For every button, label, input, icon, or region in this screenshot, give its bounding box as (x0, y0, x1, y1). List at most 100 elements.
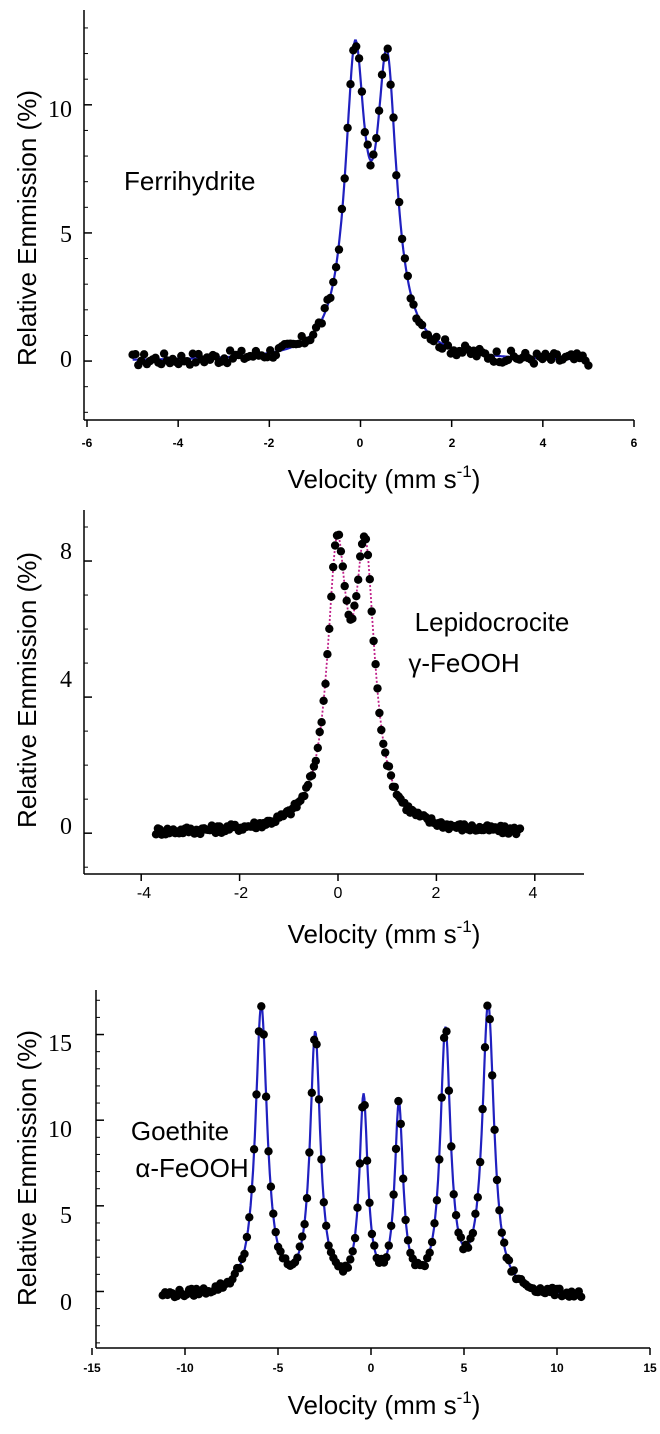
chart-3-annotation: Goethite (131, 1116, 229, 1146)
data-point (471, 1209, 480, 1219)
fit-curve-line (155, 533, 520, 833)
data-point (334, 530, 344, 539)
data-point (320, 304, 329, 313)
data-point (473, 1193, 482, 1202)
data-point (362, 1156, 372, 1165)
data-point (365, 575, 374, 584)
data-point (313, 743, 322, 753)
data-point (331, 263, 341, 272)
data-point (315, 727, 324, 737)
data-point (309, 330, 318, 339)
data-point (276, 1247, 285, 1256)
data-point (321, 679, 330, 688)
data-point (490, 1125, 499, 1135)
data-point (346, 1255, 355, 1264)
chart-3-xtick-label: -10 (176, 1361, 194, 1375)
data-point (384, 1241, 393, 1250)
data-point (325, 624, 334, 633)
data-point (396, 1119, 405, 1129)
data-point (330, 541, 340, 550)
data-point (444, 1086, 454, 1095)
data-point (352, 42, 361, 51)
chart-2-xtick-label: 4 (529, 885, 538, 902)
data-point (245, 1213, 254, 1222)
data-point (354, 54, 364, 63)
data-point (392, 171, 401, 180)
data-point (497, 1228, 506, 1237)
chart-3-xtick-label: 5 (461, 1361, 468, 1375)
data-point (382, 1253, 391, 1262)
chart-3-xtick-label: -5 (273, 1361, 284, 1375)
chart-panel-1: 0 5 10 -6 -4 -2 0 2 4 6 Velocity (mm s-1… (12, 10, 638, 494)
data-point (443, 341, 453, 350)
data-point (430, 1219, 439, 1228)
data-point (323, 650, 332, 659)
data-point (485, 1015, 494, 1024)
data-point (399, 1174, 408, 1183)
data-point (488, 1071, 497, 1080)
data-point (211, 352, 220, 361)
chart-panel-2: 0 4 8 -4 -2 0 2 4 Velocity (mm s-1) Rela… (12, 510, 584, 949)
data-point (317, 718, 326, 727)
data-point (391, 1144, 401, 1154)
chart-1-axes (83, 10, 635, 427)
chart-panel-3: 0 5 10 15 -15 -10 -5 0 5 10 15 Velocity … (12, 990, 657, 1420)
data-point (139, 350, 149, 359)
data-point (259, 1030, 268, 1039)
data-point (366, 161, 375, 170)
data-point (352, 592, 361, 601)
data-point (427, 1237, 437, 1247)
chart-2-points-layer (151, 530, 525, 839)
data-point (293, 1253, 302, 1262)
data-point (346, 80, 355, 89)
chart-3-annotation: α-FeOOH (135, 1153, 248, 1183)
data-point (300, 791, 309, 801)
data-point (329, 277, 338, 287)
data-point (449, 1190, 458, 1199)
data-point (225, 346, 235, 355)
chart-2-annotation: Lepidocrocite (415, 607, 570, 637)
data-point (432, 1196, 442, 1205)
data-point (400, 254, 410, 263)
data-point (389, 113, 398, 122)
data-point (373, 684, 382, 693)
chart-1-xtick-label: -6 (82, 436, 93, 450)
chart-3-ytick-label: 0 (60, 1290, 72, 1316)
data-point (322, 1221, 331, 1231)
chart-3-xtick-label: -15 (83, 1361, 101, 1375)
chart-2-xtick-label: -4 (137, 885, 151, 902)
chart-3-points-layer (158, 1001, 586, 1302)
data-point (343, 1263, 353, 1272)
data-point (447, 1142, 456, 1151)
data-point (374, 106, 384, 115)
data-point (389, 1190, 398, 1199)
data-point (367, 1229, 377, 1239)
chart-1-xtick-label: -2 (264, 436, 275, 450)
data-point (343, 123, 352, 133)
data-point (509, 1266, 518, 1275)
chart-1-xtick-label: -4 (173, 436, 184, 450)
data-point (492, 1175, 502, 1185)
data-point (478, 1104, 487, 1114)
data-point (361, 534, 371, 544)
chart-2-annotation: γ-FeOOH (408, 648, 519, 678)
data-point (546, 355, 556, 364)
data-point (363, 550, 373, 560)
chart-1-xtick-label: 2 (449, 436, 456, 450)
data-point (409, 300, 418, 309)
data-point (375, 708, 384, 718)
data-point (303, 780, 313, 790)
data-point (314, 1095, 324, 1104)
data-point (327, 592, 336, 601)
chart-3-fit-layer (162, 1001, 582, 1296)
data-point (348, 1247, 357, 1256)
data-point (271, 1227, 280, 1237)
data-point (387, 1221, 396, 1231)
chart-2-ytick-label: 8 (60, 539, 72, 565)
data-point (249, 1145, 259, 1154)
data-point (317, 1155, 326, 1164)
chart-2-ytick-label: 0 (60, 814, 72, 840)
data-point (307, 1088, 316, 1098)
data-point (379, 739, 388, 748)
